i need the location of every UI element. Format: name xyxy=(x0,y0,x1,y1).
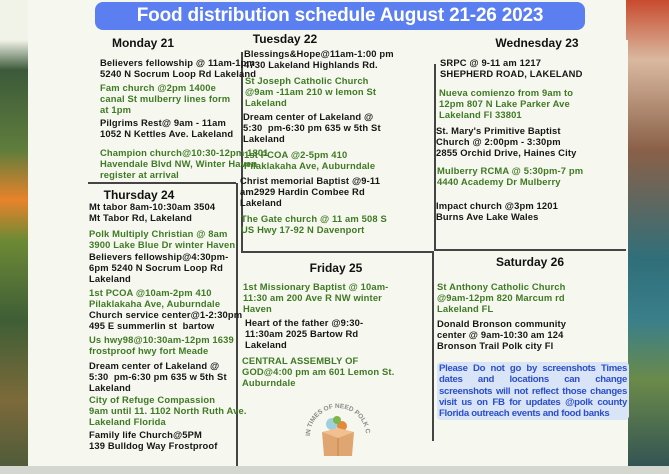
schedule-entry: St. Mary's Primitive Baptist Church @ 2:… xyxy=(436,125,577,158)
schedule-entry: Nueva comienzo from 9am to 12pm 807 N La… xyxy=(439,87,574,120)
divider xyxy=(241,251,433,253)
schedule-entry: Believers fellowship@4:30pm- 6pm 5240 N … xyxy=(89,251,229,284)
schedule-entry: Polk Multiply Christian @ 8am 3900 Lake … xyxy=(89,228,236,250)
schedule-entry: Mt tabor 8am-10:30am 3504 Mt Tabor Rd, L… xyxy=(89,201,216,223)
background-photo-right xyxy=(626,0,669,474)
schedule-entry: The Gate church @ 11 am 508 S US Hwy 17-… xyxy=(241,213,387,235)
schedule-entry: Impact church @3pm 1201 Burns Ave Lake W… xyxy=(436,200,559,222)
day-header-tuesday: Tuesday 22 xyxy=(252,32,318,46)
day-header-friday: Friday 25 xyxy=(309,261,363,275)
schedule-entry: Donald Bronson community center @ 9am-10… xyxy=(437,318,567,351)
schedule-entry: 1st Missionary Baptist @ 10am- 11:30 am … xyxy=(243,281,389,314)
divider xyxy=(88,182,236,184)
schedule-entry: Us hwy98@10:30am-12pm 1639 frostproof hw… xyxy=(89,334,234,356)
divider xyxy=(432,251,434,441)
divider xyxy=(434,64,436,250)
schedule-entry: Believers fellowship @ 11am-1pm 5240 N S… xyxy=(100,57,257,79)
disclaimer-notice: Please Do not go by screenshots Times da… xyxy=(437,362,629,421)
schedule-entry: Heart of the father @9:30- 11:30am 2025 … xyxy=(245,317,364,350)
schedule-entry: Mulberry RCMA @ 5:30pm-7 pm 4440 Academy… xyxy=(437,165,584,187)
schedule-entry: CENTRAL ASSEMBLY OF GOD@4:00 pm am 601 L… xyxy=(242,355,395,388)
food-box-icon: IN TIMES OF NEED POLK COUNTY FL xyxy=(299,391,374,462)
schedule-entry: Pilgrims Rest@ 9am - 11am 1052 N Kettles… xyxy=(100,117,234,139)
day-header-saturday: Saturday 26 xyxy=(495,255,565,269)
divider xyxy=(241,52,243,252)
schedule-entry: City of Refuge Compassion 9am until 11. … xyxy=(89,394,247,427)
schedule-entry: Family life Church@5PM 139 Bulldog Way F… xyxy=(89,429,218,451)
schedule-entry: Church service center@1-2:30pm 495 E sum… xyxy=(89,309,243,331)
divider xyxy=(434,249,626,251)
page-title: Food distribution schedule August 21-26 … xyxy=(95,2,585,30)
divider xyxy=(236,183,238,466)
schedule-entry: 1st PCOA @10am-2pm 410 Pilaklakaha Ave, … xyxy=(89,287,221,309)
schedule-entry: Champion church@10:30-12pm 1801 Havendal… xyxy=(100,147,269,180)
day-header-monday: Monday 21 xyxy=(111,36,174,50)
day-header-wednesday: Wednesday 23 xyxy=(495,36,579,50)
bottom-bar xyxy=(0,466,669,474)
schedule-entry: Fam church @2pm 1400e canal St mulberry … xyxy=(100,82,231,115)
schedule-entry: St Joseph Catholic Church @9am -11am 210… xyxy=(245,75,377,108)
schedule-entry: Dream center of Lakeland @ 5:30 pm-6:30 … xyxy=(243,111,381,144)
schedule-entry: Dream center of Lakeland @ 5:30 pm-6:30 … xyxy=(89,360,227,393)
day-header-thursday: Thursday 24 xyxy=(103,188,175,202)
schedule-entry: St Anthony Catholic Church @9am-12pm 820… xyxy=(437,281,566,314)
schedule-entry: Christ memorial Baptist @9-11 am2929 Har… xyxy=(240,175,381,208)
schedule-entry: 1st PCOA @2-5pm 410 Pilaklakaha Ave, Aub… xyxy=(244,149,376,171)
schedule-entry: SRPC @ 9-11 am 1217 SHEPHERD ROAD, LAKEL… xyxy=(440,57,583,79)
schedule-entry: Blessings&Hope@11am-1:00 pm 4730 Lakelan… xyxy=(244,48,394,70)
